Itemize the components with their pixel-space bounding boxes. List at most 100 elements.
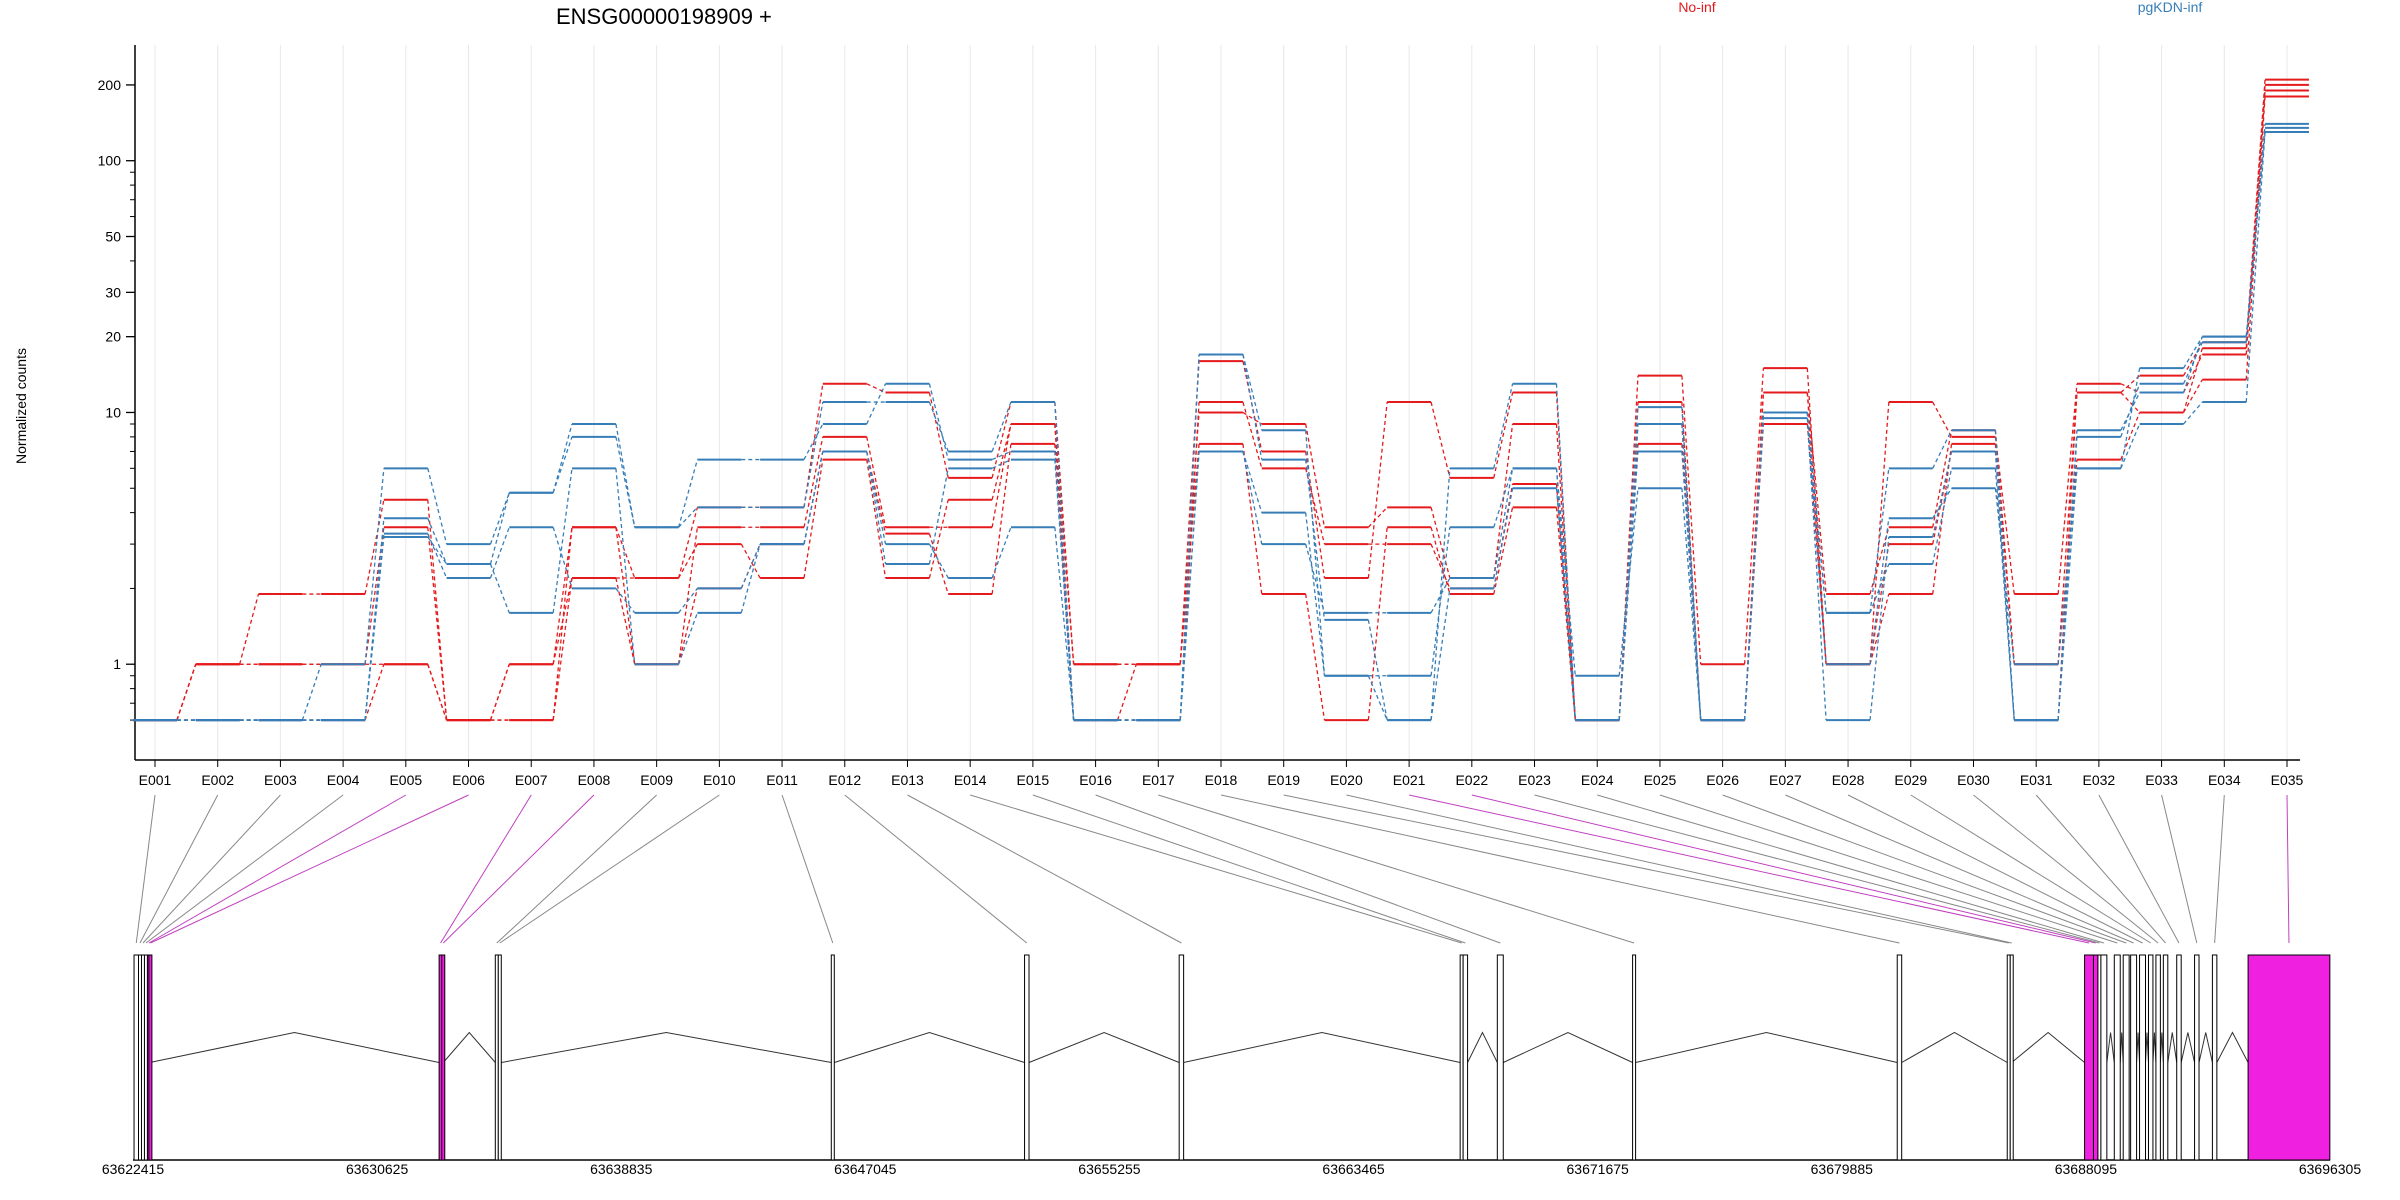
series-connector <box>1681 407 1702 721</box>
series-connector <box>2182 341 2203 376</box>
intron-line <box>2216 1031 2249 1063</box>
genomic-tick-label: 63671675 <box>1567 1161 1630 1177</box>
genomic-tick-label: 63688095 <box>2055 1161 2118 1177</box>
series-connector <box>2057 430 2078 721</box>
series-connector <box>2057 468 2078 665</box>
series-connector <box>1493 468 1514 528</box>
exon-block <box>2122 954 2130 1161</box>
series-connector <box>740 543 761 614</box>
y-tick-label: 1 <box>113 656 121 672</box>
intron-line <box>2167 1032 2178 1063</box>
exon-block <box>1496 954 1504 1161</box>
exon-block <box>2155 954 2161 1161</box>
x-tick-label: E018 <box>1205 772 1238 788</box>
exon-block <box>2009 954 2014 1161</box>
series-connector <box>489 527 510 579</box>
series-connector <box>928 533 949 595</box>
genomic-tick-label: 63696305 <box>2299 1161 2362 1177</box>
exon-block <box>2194 954 2200 1161</box>
exon-connector <box>1158 794 1635 944</box>
series-connector <box>866 436 887 528</box>
x-tick-label: E031 <box>2020 772 2053 788</box>
series-connector <box>740 543 761 589</box>
intron-line <box>442 1031 496 1063</box>
exon-connector <box>1659 794 2118 944</box>
x-tick-label: E008 <box>578 772 611 788</box>
genomic-tick-label: 63663465 <box>1322 1161 1385 1177</box>
series-connector <box>1806 418 1827 721</box>
x-tick-label: E017 <box>1142 772 1175 788</box>
series-connector <box>1806 412 1827 665</box>
series-connector <box>1932 401 1953 438</box>
exon-connector <box>907 794 1182 944</box>
series-connector <box>2182 379 2203 413</box>
series-connector <box>803 451 824 545</box>
series-connector <box>1869 536 1890 721</box>
intron-line <box>501 1031 832 1063</box>
exon-block <box>2084 954 2094 1161</box>
series-connector <box>2120 375 2141 394</box>
series-connector <box>2120 392 2141 413</box>
exon-connector <box>496 794 657 944</box>
series-connector <box>1367 401 1388 579</box>
y-tick-label: 10 <box>105 404 121 420</box>
series-pgkdn-inf <box>133 131 2309 722</box>
exon-connector <box>2161 794 2198 944</box>
series-connector <box>677 588 699 665</box>
series-connector <box>1179 443 1200 665</box>
series-connector <box>1430 588 1451 721</box>
exon-block <box>2113 954 2121 1161</box>
exon-connector <box>970 794 1462 944</box>
series-connector <box>991 443 1012 595</box>
series-connector <box>1430 468 1451 721</box>
exon-connector <box>1220 794 1900 944</box>
series-connector <box>615 468 636 665</box>
exon-block <box>148 954 153 1161</box>
x-tick-label: E034 <box>2208 772 2241 788</box>
x-tick-label: E014 <box>954 772 987 788</box>
x-tick-label: E020 <box>1330 772 1363 788</box>
series-connector <box>1994 436 2015 595</box>
series-connector <box>1305 423 1326 528</box>
exon-connector <box>440 794 532 944</box>
series-connector <box>1618 451 1639 721</box>
x-tick-label: E035 <box>2271 772 2304 788</box>
series-connector <box>1242 451 1263 513</box>
series-connector <box>677 527 699 665</box>
series-connector <box>1869 518 1890 665</box>
series-connector <box>1994 468 2015 721</box>
series-connector <box>1305 593 1326 721</box>
series-connector <box>1681 423 1702 721</box>
x-tick-label: E010 <box>703 772 736 788</box>
exon-connector <box>139 794 219 944</box>
exon-block <box>497 954 502 1161</box>
y-axis-title: Normalized counts <box>13 348 29 464</box>
exon-block <box>441 954 446 1161</box>
exon-block <box>2130 954 2138 1161</box>
series-connector <box>1367 675 1388 721</box>
series-connector <box>552 577 573 721</box>
series-connector <box>1242 411 1263 425</box>
chart-title: ENSG00000198909 + <box>556 4 772 29</box>
x-tick-label: E016 <box>1079 772 1112 788</box>
series-connector <box>1493 468 1514 579</box>
series-connector <box>1367 527 1388 721</box>
series-connector <box>615 588 636 614</box>
series-connector <box>1743 412 1765 721</box>
exon-connector <box>2098 794 2180 944</box>
x-tick-label: E025 <box>1644 772 1677 788</box>
series-connector <box>991 527 1012 579</box>
exon-block <box>2176 954 2182 1161</box>
series-connector <box>1743 368 1765 665</box>
series-connector <box>1242 401 1263 469</box>
series-connector <box>615 436 636 528</box>
series-connector <box>1869 468 1890 613</box>
series-connector <box>2245 131 2266 403</box>
exon-connector <box>1283 794 2009 944</box>
x-tick-label: E027 <box>1769 772 1802 788</box>
series-connector <box>928 499 949 579</box>
intron-line <box>1467 1031 1498 1063</box>
series-connector <box>1430 507 1451 579</box>
x-tick-label: E024 <box>1581 772 1614 788</box>
